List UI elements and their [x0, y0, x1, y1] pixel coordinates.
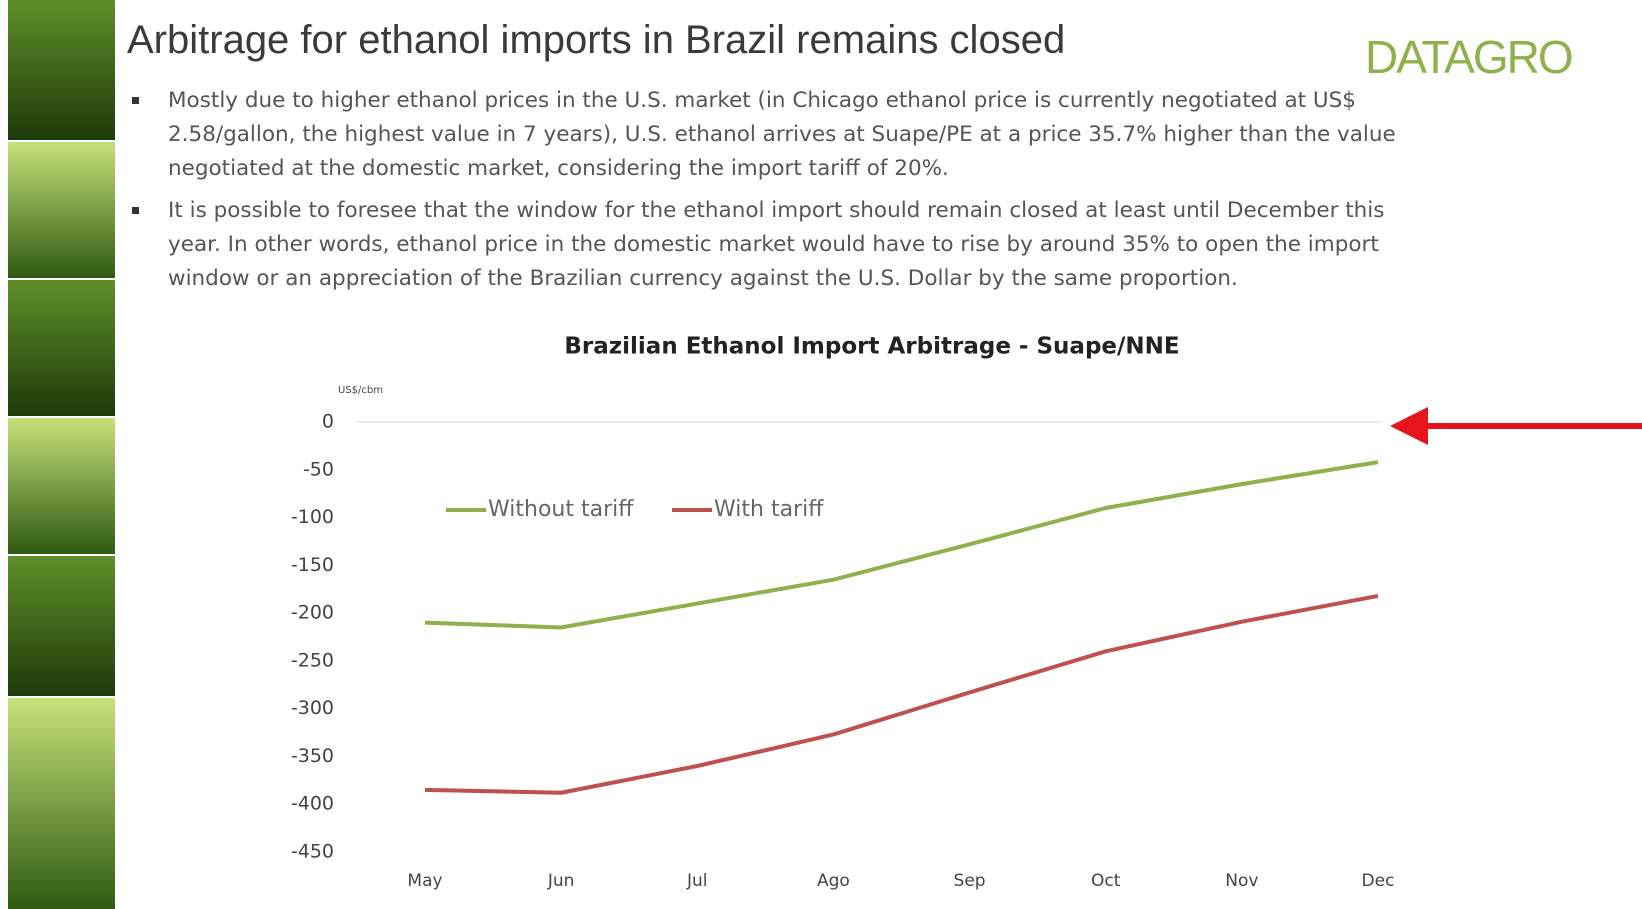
x-tick-label: Jun	[547, 871, 575, 891]
y-tick-label: -100	[291, 506, 334, 528]
x-tick-label: Dec	[1362, 871, 1395, 891]
chart-title: Brazilian Ethanol Import Arbitrage - Sua…	[564, 334, 1179, 360]
slide-title: Arbitrage for ethanol imports in Brazil …	[127, 18, 1065, 63]
annotation-arrow	[1390, 407, 1642, 445]
bullet: It is possible to foresee that the windo…	[130, 194, 1430, 296]
y-tick-label: -400	[291, 793, 334, 815]
x-tick-label: Jul	[686, 871, 708, 891]
bullet: Mostly due to higher ethanol prices in t…	[130, 84, 1430, 186]
x-tick-label: Ago	[817, 871, 850, 891]
bullet-list: Mostly due to higher ethanol prices in t…	[130, 84, 1430, 304]
x-tick-label: Sep	[954, 871, 986, 891]
y-tick-label: -200	[291, 602, 334, 624]
y-tick-label: -450	[291, 841, 334, 863]
x-tick-label: Oct	[1091, 871, 1121, 891]
y-tick-label: 0	[322, 411, 334, 433]
y-tick-label: -350	[291, 745, 334, 767]
photo-strip	[8, 0, 115, 909]
logo: DATAGRO	[1365, 30, 1572, 84]
y-tick-label: -250	[291, 649, 334, 671]
y-tick-label: -150	[291, 554, 334, 576]
y-unit: US$/cbm	[338, 385, 383, 396]
legend-label: With tariff	[714, 497, 824, 522]
slide: Brazilian Ethanol Import Arbitrage - Sua…	[0, 0, 1642, 909]
x-tick-label: Nov	[1225, 871, 1258, 891]
series-line	[425, 462, 1378, 627]
y-tick-label: -300	[291, 697, 334, 719]
y-tick-label: -50	[303, 458, 334, 480]
legend-label: Without tariff	[488, 497, 634, 522]
x-tick-label: May	[407, 871, 442, 891]
